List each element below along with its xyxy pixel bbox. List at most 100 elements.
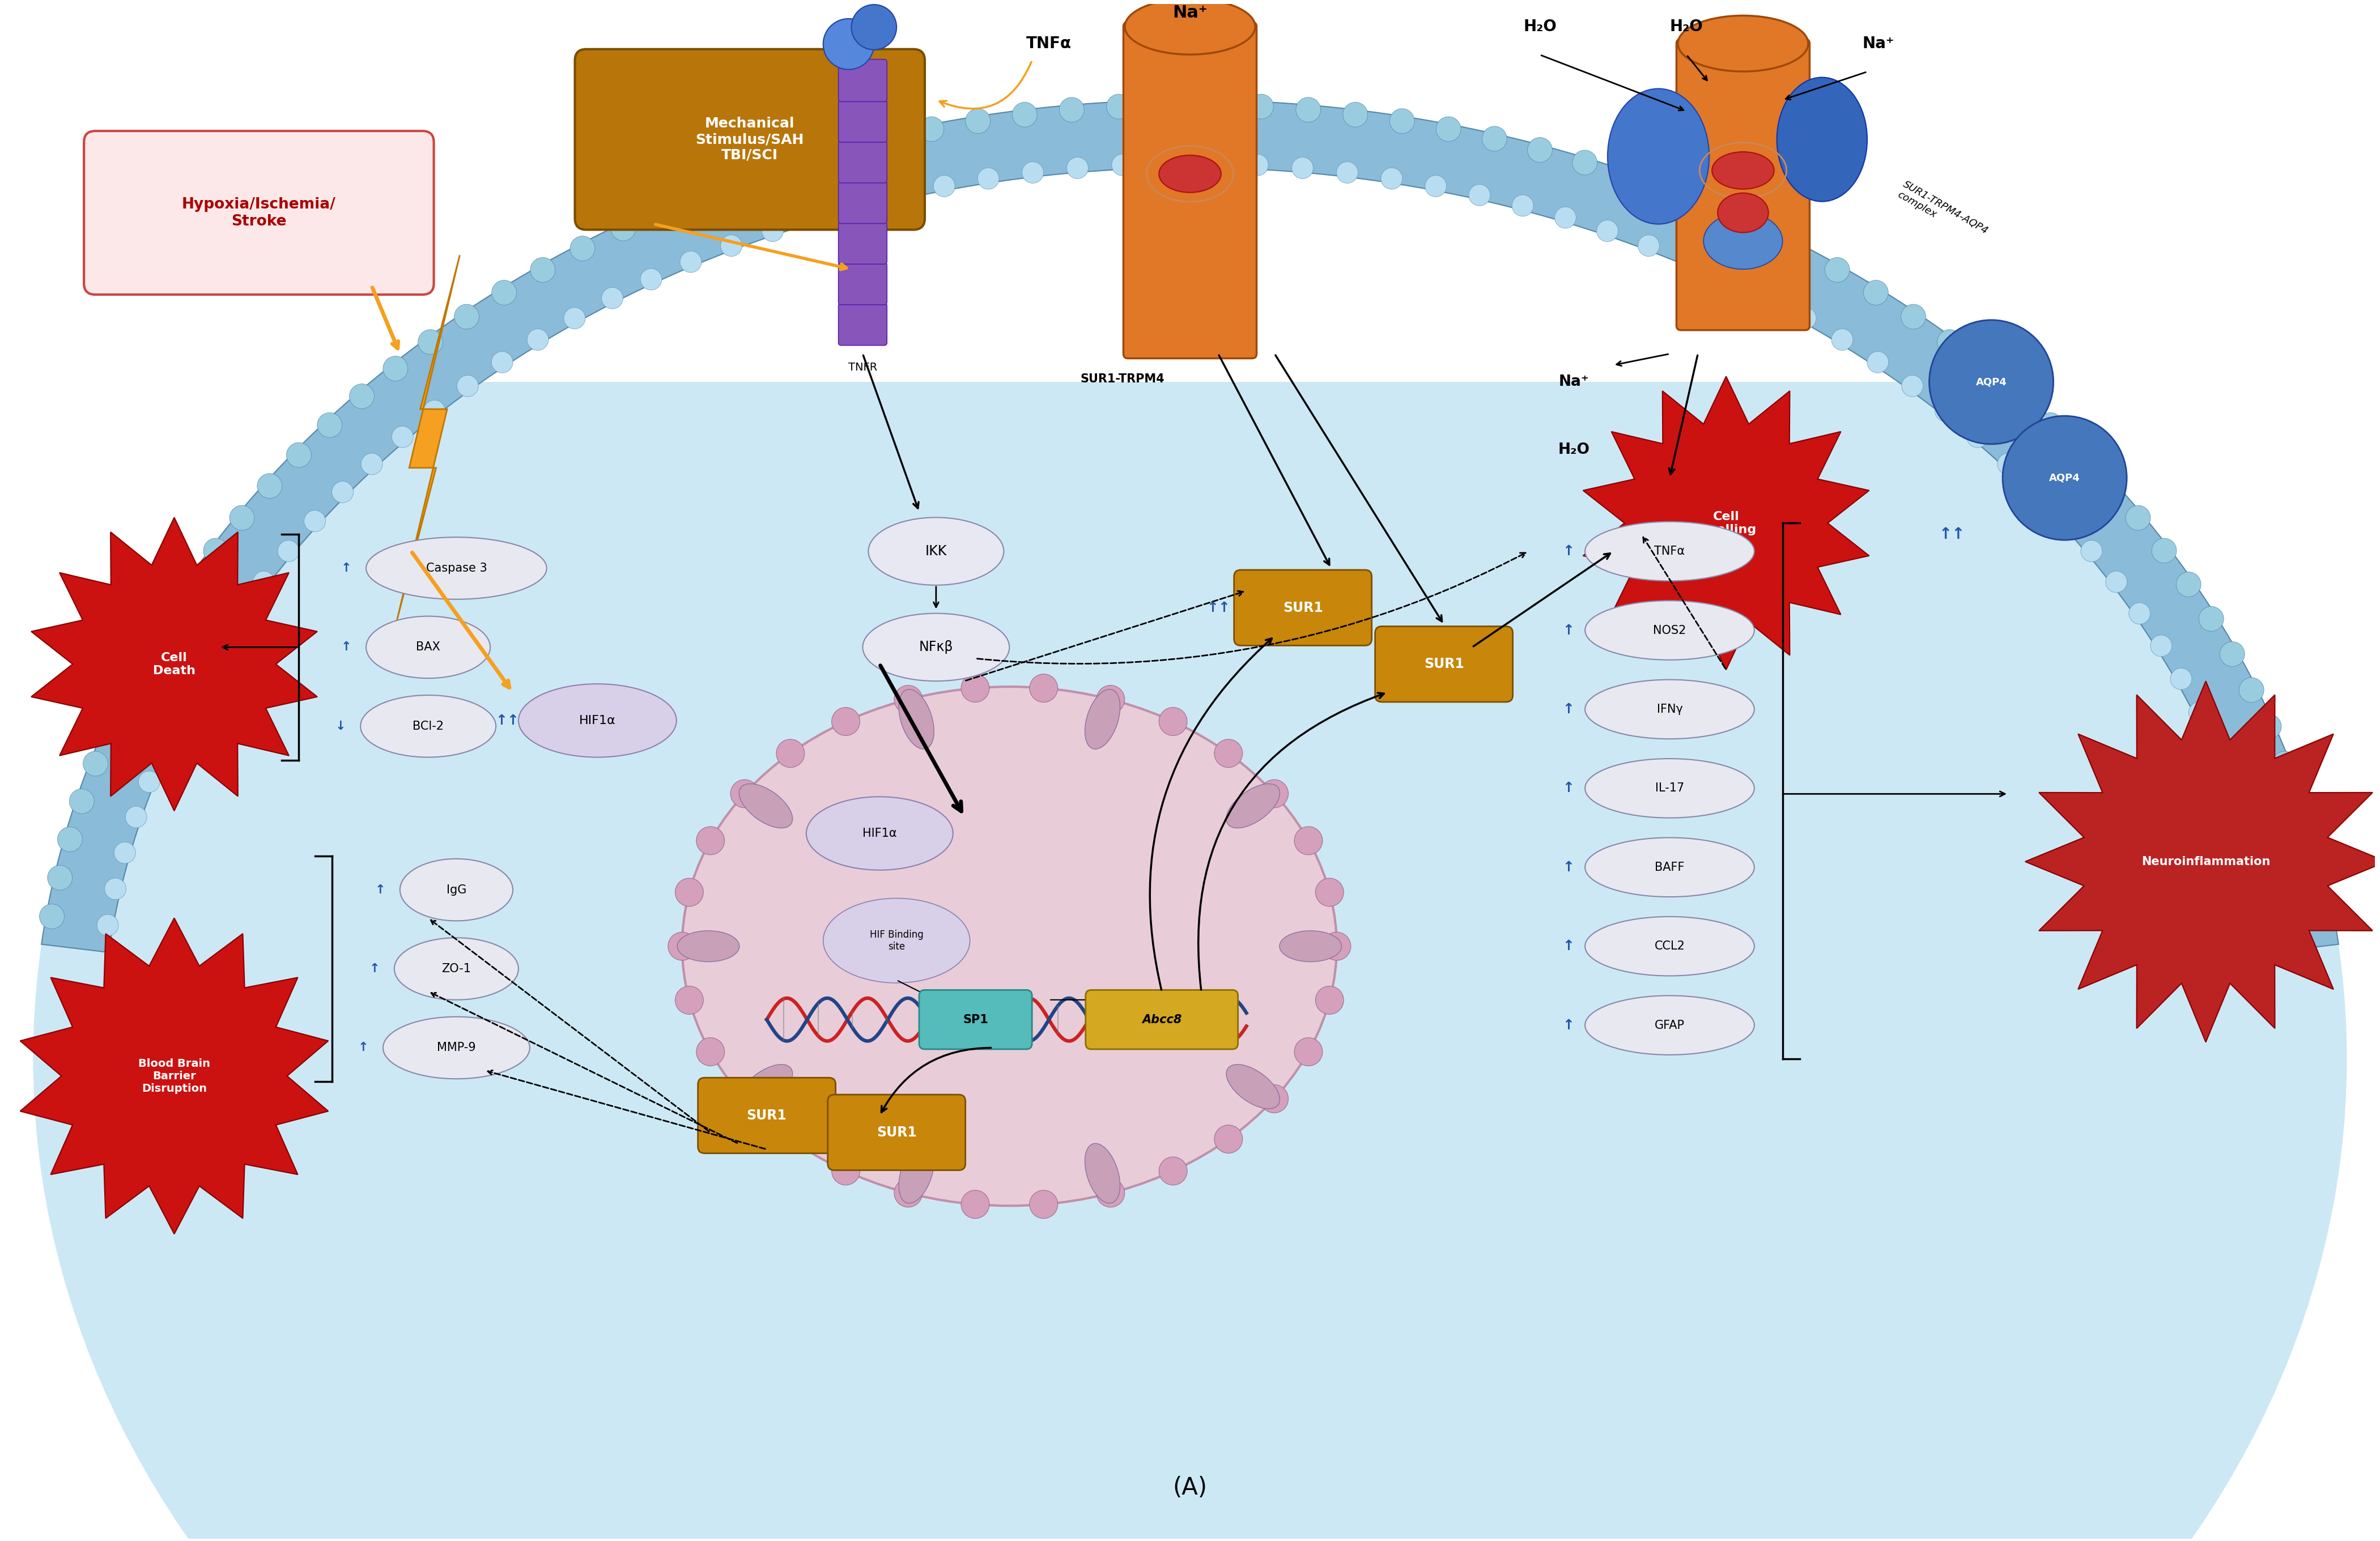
Circle shape [697,826,724,855]
Circle shape [1678,251,1699,273]
Circle shape [136,641,159,667]
Circle shape [1937,330,1961,354]
Circle shape [776,1125,804,1153]
Circle shape [98,914,119,935]
Text: SUR1: SUR1 [1283,601,1323,615]
Circle shape [188,669,209,690]
Ellipse shape [1704,213,1783,270]
Circle shape [681,251,702,273]
Circle shape [138,770,159,792]
Ellipse shape [1585,601,1754,660]
Circle shape [1616,165,1642,190]
Circle shape [2309,866,2332,891]
Text: Hypoxia/Ischemia/
Stroke: Hypoxia/Ischemia/ Stroke [181,197,336,228]
Text: H₂O: H₂O [1671,18,1704,34]
Circle shape [493,280,516,305]
Circle shape [1323,932,1352,960]
Ellipse shape [683,687,1338,1205]
Circle shape [1292,157,1314,179]
Circle shape [2171,669,2192,690]
Ellipse shape [33,100,2347,1541]
Text: AQP4: AQP4 [1975,378,2006,387]
Circle shape [571,236,595,260]
Circle shape [2261,914,2282,935]
Circle shape [1390,109,1414,134]
Circle shape [776,740,804,767]
Text: ↑: ↑ [369,963,381,974]
Circle shape [40,905,64,929]
Circle shape [1511,194,1533,216]
Ellipse shape [367,616,490,678]
Circle shape [2037,413,2063,438]
Circle shape [2125,505,2152,530]
Circle shape [831,707,859,735]
Circle shape [804,206,826,228]
Circle shape [2221,770,2242,792]
Circle shape [455,304,478,330]
Polygon shape [19,918,328,1234]
Circle shape [1097,686,1126,713]
Circle shape [1021,162,1042,183]
Circle shape [1259,1085,1288,1113]
Circle shape [676,878,704,906]
Circle shape [1902,304,1925,330]
Circle shape [1966,427,1987,447]
Ellipse shape [823,898,971,983]
Circle shape [2199,607,2223,632]
Circle shape [1111,154,1133,176]
Circle shape [83,752,107,777]
FancyBboxPatch shape [1085,989,1238,1049]
Circle shape [1338,162,1359,183]
Circle shape [178,572,205,596]
Circle shape [1868,351,1890,373]
Ellipse shape [1226,1065,1280,1108]
Circle shape [2240,678,2263,703]
Ellipse shape [900,689,933,749]
Circle shape [2080,541,2102,562]
Circle shape [1154,92,1178,117]
Ellipse shape [1678,15,1809,71]
Text: HIF1α: HIF1α [862,828,897,838]
Circle shape [207,635,228,656]
Polygon shape [2025,681,2380,1042]
Circle shape [526,328,547,350]
FancyBboxPatch shape [919,989,1033,1049]
Circle shape [1066,157,1088,179]
Text: ↑↑: ↑↑ [495,713,519,727]
FancyBboxPatch shape [1376,626,1514,703]
Text: Caspase 3: Caspase 3 [426,562,488,573]
Circle shape [2097,473,2123,498]
Circle shape [1295,97,1321,122]
Text: TNFR: TNFR [847,362,878,373]
Circle shape [1833,328,1854,350]
Circle shape [2106,572,2128,593]
Text: ZO-1: ZO-1 [443,963,471,974]
Circle shape [157,607,181,632]
Circle shape [152,737,174,758]
Circle shape [1745,216,1768,240]
Text: Cell
Death: Cell Death [152,652,195,676]
Text: SUR1-TRPM4-AQP4
complex: SUR1-TRPM4-AQP4 complex [1894,179,1990,247]
Text: HIF Binding
site: HIF Binding site [869,929,923,952]
Ellipse shape [678,931,740,962]
Ellipse shape [367,538,547,599]
Text: TNFα: TNFα [1654,546,1685,556]
Text: SUR1: SUR1 [1423,658,1464,670]
Text: ↑: ↑ [1561,624,1573,636]
FancyBboxPatch shape [838,100,888,142]
Circle shape [202,538,228,562]
Circle shape [2028,481,2049,502]
Circle shape [1202,153,1223,174]
Ellipse shape [1718,193,1768,233]
Ellipse shape [383,1017,531,1079]
Circle shape [828,137,852,162]
FancyBboxPatch shape [1233,570,1371,646]
Text: Neuroinflammation: Neuroinflammation [2142,855,2271,868]
Text: ↑: ↑ [1561,781,1573,795]
Circle shape [286,442,312,467]
Circle shape [2128,603,2149,624]
Circle shape [2006,384,2030,408]
Polygon shape [397,256,459,623]
Circle shape [831,1157,859,1185]
Circle shape [1316,986,1345,1014]
